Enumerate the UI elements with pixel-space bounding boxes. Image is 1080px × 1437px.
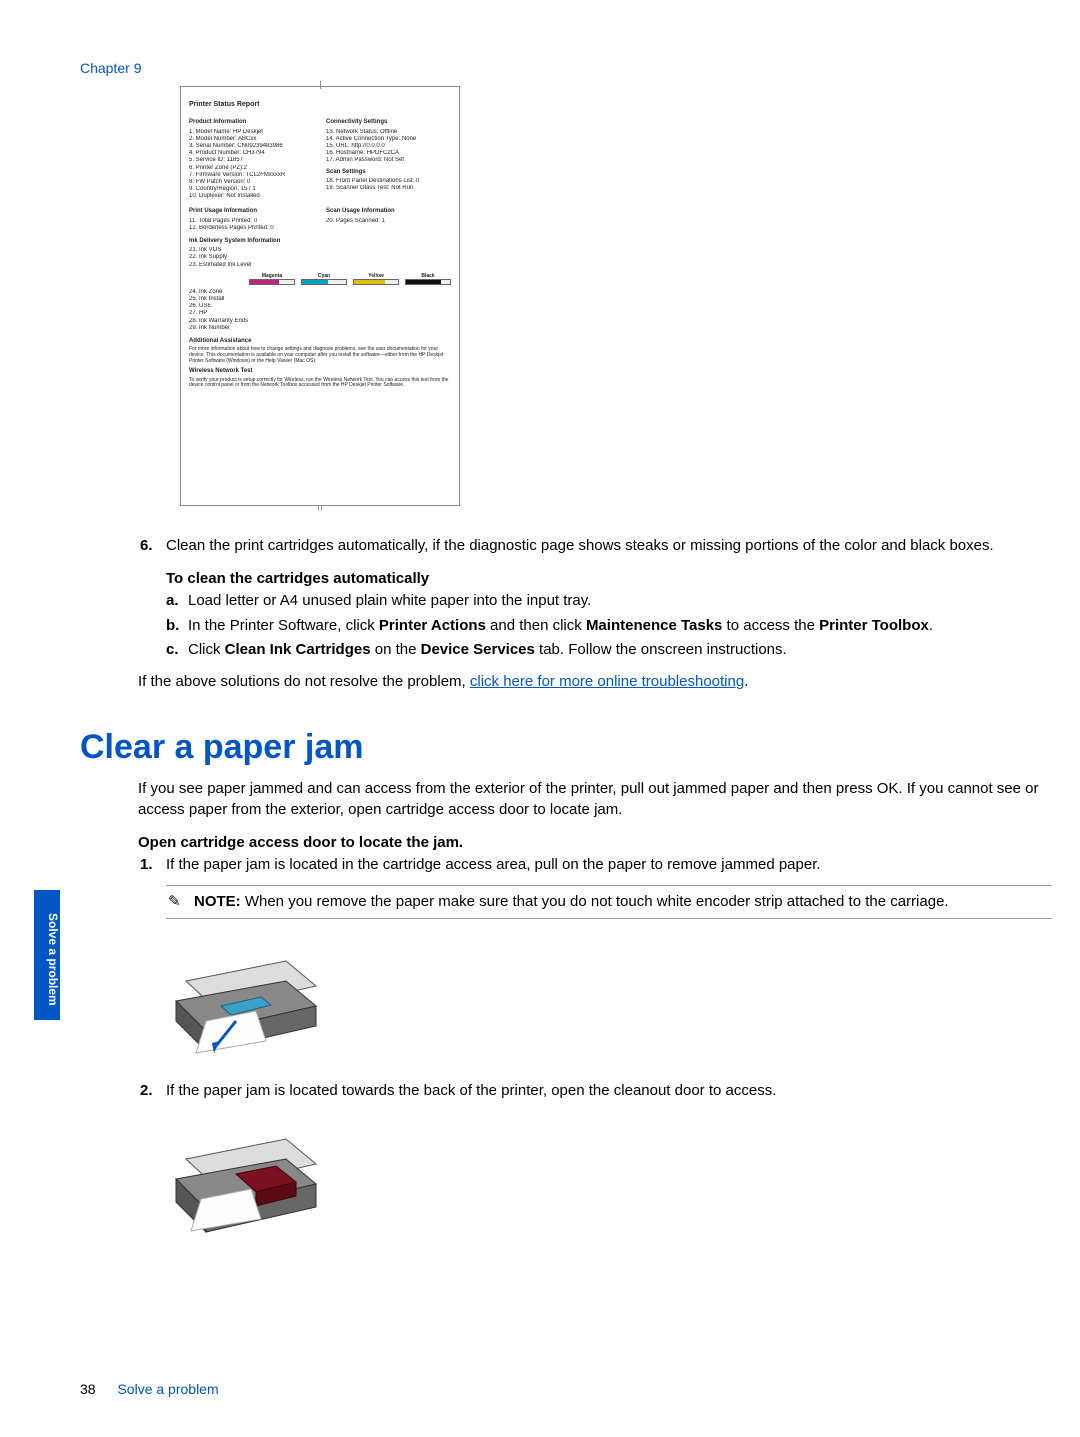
clean-c-bold1: Clean Ink Cartridges [225,641,371,658]
ink-bar: Magenta [249,273,295,285]
para1-prefix: If the above solutions do not resolve th… [138,673,470,690]
clean-c-letter: c. [166,640,188,660]
report-line: 7. Firmware Version: TCL2FMxxxxR [189,172,314,179]
report-line: 16. Hostname: HPDFC2CA [326,150,451,157]
jam-step-1: 1. If the paper jam is located in the ca… [140,855,1042,875]
report-line: 1. Model Name: HP Deskjet [189,129,314,136]
clean-c-mid: on the [371,641,421,658]
side-tab: Solve a problem [34,890,60,1020]
clean-step-a: a. Load letter or A4 unused plain white … [166,591,1052,611]
printer-illustration-1 [166,931,326,1061]
clean-b-mid: and then click [486,617,586,634]
report-title: Printer Status Report [189,101,451,109]
footer: 38 Solve a problem [80,1381,219,1397]
clean-a-letter: a. [166,591,188,611]
report-scan-usage-title: Scan Usage Information [326,208,451,215]
report-line: 18. Front Panel Destinations List: 0 [326,178,451,185]
ink-bar: Yellow [353,273,399,285]
report-line: 13. Network Status: Offline [326,129,451,136]
report-line: 10. Duplexer: Not Installed [189,193,314,200]
step-1-num: 1. [140,855,166,875]
step-6-text: Clean the print cartridges automatically… [166,536,1042,556]
clean-b-bold1: Printer Actions [379,617,486,634]
clean-b-letter: b. [166,616,188,636]
page-number: 38 [80,1381,96,1397]
report-wireless-text: To verify your product is setup correctl… [189,378,451,390]
clean-b-bold3: Printer Toolbox [819,617,929,634]
report-line: 19. Scanner Glass Test: Not Run [326,185,451,192]
report-assist-text: For more information about how to change… [189,347,451,364]
report-ink-title: Ink Delivery System Information [189,238,451,245]
report-conn-title: Connectivity Settings [326,119,451,126]
printer-illustration-2 [166,1114,326,1244]
step-2-num: 2. [140,1081,166,1101]
clean-c-text: Click Clean Ink Cartridges on the Device… [188,640,1052,660]
report-scan-settings-title: Scan Settings [326,169,451,176]
report-line: 6. Printer Zone (PZ):2 [189,165,314,172]
troubleshooting-link[interactable]: click here for more online troubleshooti… [470,673,744,690]
clean-b-prefix: In the Printer Software, click [188,617,379,634]
clean-c-prefix: Click [188,641,225,658]
jam-intro-paragraph: If you see paper jammed and can access f… [138,779,1042,820]
note-box: ✎ NOTE: When you remove the paper make s… [166,885,1052,919]
main-steps: 6. Clean the print cartridges automatica… [140,536,1042,556]
report-assist-title: Additional Assistance [189,338,451,345]
report-line: 14. Active Connection Type: None [326,136,451,143]
clean-a-text: Load letter or A4 unused plain white pap… [188,591,1052,611]
report-line: 2. Model Number: ABCxx [189,136,314,143]
report-line: 12. Borderless Pages Printed: 0 [189,225,314,232]
clean-b-mid2: to access the [722,617,819,634]
clean-steps: a. Load letter or A4 unused plain white … [166,591,1052,660]
report-line: 26. USE [189,303,451,310]
report-line: 29. Ink Number [189,325,451,332]
report-print-usage-title: Print Usage Information [189,208,314,215]
report-line: 27. HP [189,310,451,317]
clean-step-b: b. In the Printer Software, click Printe… [166,616,1052,636]
report-line: 20. Pages Scanned: 1 [326,218,451,225]
clean-heading: To clean the cartridges automatically [166,570,1052,587]
step-6: 6. Clean the print cartridges automatica… [140,536,1042,556]
ink-bar: Cyan [301,273,347,285]
report-line: 4. Product Number: CH3794 [189,150,314,157]
report-line: 15. URL: http://0.0.0.0 [326,143,451,150]
step-1-text: If the paper jam is located in the cartr… [166,855,1042,875]
report-line: 25. Ink Install [189,296,451,303]
report-line: 28. Ink Warranty Ends [189,318,451,325]
status-report-figure: Printer Status Report Product Informatio… [180,86,460,506]
jam-steps: 1. If the paper jam is located in the ca… [140,855,1042,875]
note-text: When you remove the paper make sure that… [241,893,949,910]
clean-c-bold2: Device Services [421,641,535,658]
footer-title: Solve a problem [117,1381,218,1397]
report-line: 8. FW Patch Version: 0 [189,179,314,186]
report-line: 22. Ink Supply [189,254,451,261]
step-6-num: 6. [140,536,166,556]
jam-steps-2: 2. If the paper jam is located towards t… [140,1081,1042,1101]
step-2-text: If the paper jam is located towards the … [166,1081,1042,1101]
chapter-label: Chapter 9 [80,60,1052,76]
open-door-heading: Open cartridge access door to locate the… [138,834,1052,851]
ink-bar: Black [405,273,451,285]
closing-paragraph: If the above solutions do not resolve th… [138,672,1042,692]
clean-b-suffix: . [929,617,933,634]
report-line: 17. Admin Password: Not Set [326,157,451,164]
report-line: 21. Ink VOS [189,247,451,254]
page-container: Chapter 9 Printer Status Report Product … [0,0,1080,1437]
note-icon: ✎ [168,892,181,912]
report-line: 5. Service ID: 11857 [189,157,314,164]
report-wireless-title: Wireless Network Test [189,368,451,375]
clean-b-bold2: Maintenence Tasks [586,617,722,634]
note-label: NOTE: [194,893,241,910]
section-heading: Clear a paper jam [80,728,1052,767]
report-line: 3. Serial Number: CN09239483986 [189,143,314,150]
report-line: 11. Total Pages Printed: 0 [189,218,314,225]
jam-step-2: 2. If the paper jam is located towards t… [140,1081,1042,1101]
report-line: 24. Ink Zone [189,289,451,296]
report-line: 9. Country/Region: 15 / 1 [189,186,314,193]
para1-suffix: . [744,673,748,690]
report-line: 23. Estimated Ink Level [189,262,451,269]
report-product-info-title: Product Information [189,119,314,126]
clean-step-c: c. Click Clean Ink Cartridges on the Dev… [166,640,1052,660]
clean-c-suffix: tab. Follow the onscreen instructions. [535,641,787,658]
clean-b-text: In the Printer Software, click Printer A… [188,616,1052,636]
